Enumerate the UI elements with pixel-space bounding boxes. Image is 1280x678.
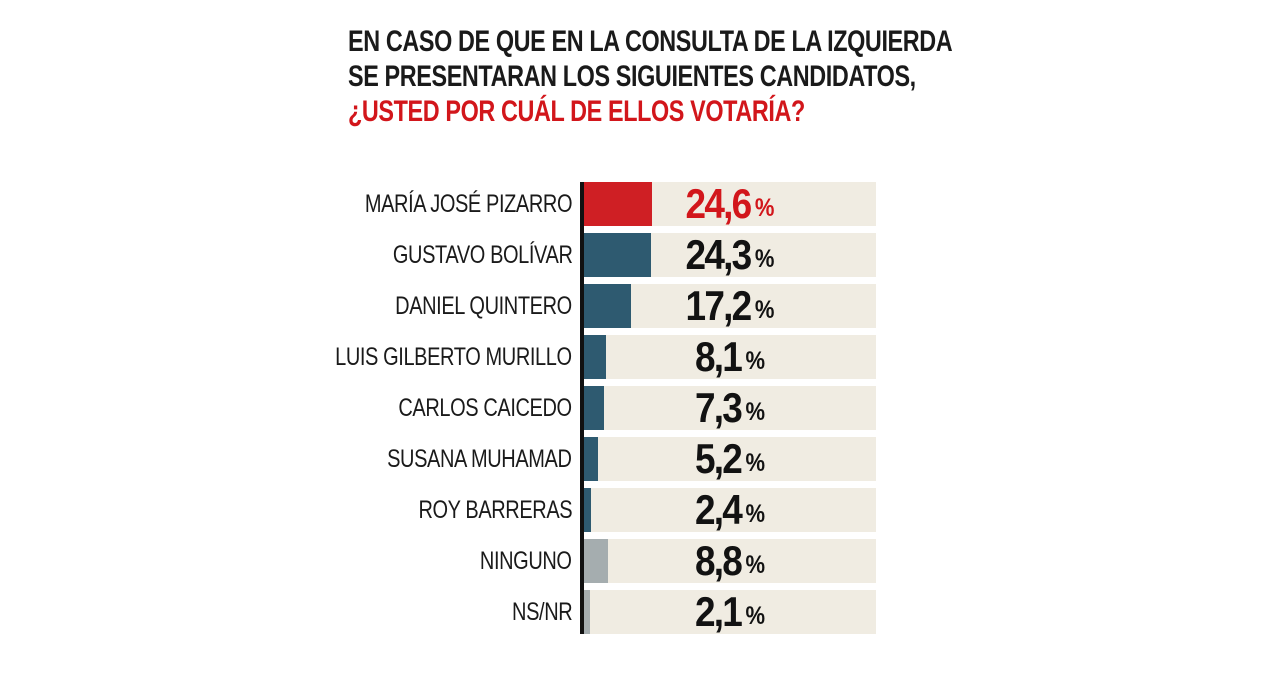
candidate-label: ROY BARRERAS xyxy=(418,495,572,524)
candidate-label: CARLOS CAICEDO xyxy=(398,393,573,422)
bar-rows: MARÍA JOSÉ PIZARRO 24,6 % GUSTAVO BOLÍVA… xyxy=(336,182,876,634)
value-percent-sign: % xyxy=(745,601,766,630)
candidate-label-cell: SUSANA MUHAMAD xyxy=(340,437,580,481)
value-number: 24,6 xyxy=(685,180,753,227)
bar-row: LUIS GILBERTO MURILLO 8,1 % xyxy=(336,335,876,386)
axis-line: 8,8 % xyxy=(580,539,876,590)
bar-fill xyxy=(584,182,652,226)
bar-track: 7,3 % xyxy=(584,386,876,430)
value-percent-sign: % xyxy=(745,397,766,426)
candidate-label: DANIEL QUINTERO xyxy=(395,291,572,320)
candidate-label: NINGUNO xyxy=(480,546,572,575)
bar-value: 24,3 % xyxy=(602,233,859,277)
bar-row: CARLOS CAICEDO 7,3 % xyxy=(340,386,876,437)
bar-row: NS/NR 2,1 % xyxy=(340,590,876,634)
poll-question: EN CASO DE QUE EN LA CONSULTA DE LA IZQU… xyxy=(348,24,1123,129)
bar-fill xyxy=(584,386,605,430)
axis-line: 24,3 % xyxy=(580,233,876,284)
bar-fill xyxy=(584,539,609,583)
axis-line: 17,2 % xyxy=(580,284,876,335)
bar-fill xyxy=(584,590,590,634)
bar-row: MARÍA JOSÉ PIZARRO 24,6 % xyxy=(340,182,876,233)
value-number: 8,1 xyxy=(694,333,743,380)
axis-line: 7,3 % xyxy=(580,386,876,437)
candidate-label-cell: GUSTAVO BOLÍVAR xyxy=(340,233,580,277)
value-number: 5,2 xyxy=(694,435,743,482)
bar-value: 24,6 % xyxy=(602,182,859,226)
bar-row: ROY BARRERAS 2,4 % xyxy=(340,488,876,539)
candidate-label-cell: DANIEL QUINTERO xyxy=(340,284,580,328)
candidate-label-cell: NS/NR xyxy=(340,590,580,634)
axis-line: 8,1 % xyxy=(580,335,876,386)
axis-line: 24,6 % xyxy=(580,182,876,233)
candidate-label-cell: ROY BARRERAS xyxy=(340,488,580,532)
bar-fill xyxy=(584,488,591,532)
value-number: 24,3 xyxy=(685,231,753,278)
value-number: 8,8 xyxy=(694,537,743,584)
bar-value: 2,1 % xyxy=(602,590,859,634)
candidate-label-cell: NINGUNO xyxy=(340,539,580,583)
poll-question-line-1: EN CASO DE QUE EN LA CONSULTA DE LA IZQU… xyxy=(348,25,953,58)
axis-line: 5,2 % xyxy=(580,437,876,488)
bar-track: 24,6 % xyxy=(584,182,876,226)
value-number: 17,2 xyxy=(685,282,753,329)
bar-fill xyxy=(584,284,632,328)
bar-row: SUSANA MUHAMAD 5,2 % xyxy=(340,437,876,488)
candidate-label: LUIS GILBERTO MURILLO xyxy=(335,342,573,371)
bar-value: 8,8 % xyxy=(602,539,859,583)
value-percent-sign: % xyxy=(745,550,766,579)
value-percent-sign: % xyxy=(754,193,775,222)
bar-track: 2,1 % xyxy=(584,590,876,634)
value-percent-sign: % xyxy=(745,346,766,375)
value-number: 2,1 xyxy=(694,588,743,635)
value-percent-sign: % xyxy=(754,244,775,273)
bar-value: 5,2 % xyxy=(602,437,859,481)
bar-track: 17,2 % xyxy=(584,284,876,328)
poll-question-line-2: SE PRESENTARAN LOS SIGUIENTES CANDIDATOS… xyxy=(348,60,916,93)
bar-row: DANIEL QUINTERO 17,2 % xyxy=(340,284,876,335)
bar-value: 7,3 % xyxy=(602,386,859,430)
bar-row: NINGUNO 8,8 % xyxy=(340,539,876,590)
candidate-label-cell: LUIS GILBERTO MURILLO xyxy=(336,335,580,379)
bar-track: 8,8 % xyxy=(584,539,876,583)
bar-track: 2,4 % xyxy=(584,488,876,532)
value-percent-sign: % xyxy=(754,295,775,324)
bar-fill xyxy=(584,437,599,481)
bar-chart: MARÍA JOSÉ PIZARRO 24,6 % GUSTAVO BOLÍVA… xyxy=(336,182,876,634)
value-number: 2,4 xyxy=(694,486,743,533)
value-percent-sign: % xyxy=(745,499,766,528)
bar-track: 5,2 % xyxy=(584,437,876,481)
value-percent-sign: % xyxy=(745,448,766,477)
candidate-label-cell: CARLOS CAICEDO xyxy=(340,386,580,430)
candidate-label: MARÍA JOSÉ PIZARRO xyxy=(364,189,573,218)
bar-fill xyxy=(584,233,651,277)
bar-value: 8,1 % xyxy=(602,335,859,379)
candidate-label: GUSTAVO BOLÍVAR xyxy=(392,240,572,269)
bar-row: GUSTAVO BOLÍVAR 24,3 % xyxy=(340,233,876,284)
poll-question-line-3: ¿USTED POR CUÁL DE ELLOS VOTARÍA? xyxy=(348,95,805,128)
bar-value: 2,4 % xyxy=(602,488,859,532)
axis-line: 2,1 % xyxy=(580,590,876,634)
value-number: 7,3 xyxy=(694,384,743,431)
axis-line: 2,4 % xyxy=(580,488,876,539)
bar-value: 17,2 % xyxy=(602,284,859,328)
candidate-label: NS/NR xyxy=(511,597,573,626)
bar-track: 24,3 % xyxy=(584,233,876,277)
candidate-label-cell: MARÍA JOSÉ PIZARRO xyxy=(340,182,580,226)
bar-track: 8,1 % xyxy=(584,335,876,379)
bar-fill xyxy=(584,335,607,379)
candidate-label: SUSANA MUHAMAD xyxy=(387,444,573,473)
